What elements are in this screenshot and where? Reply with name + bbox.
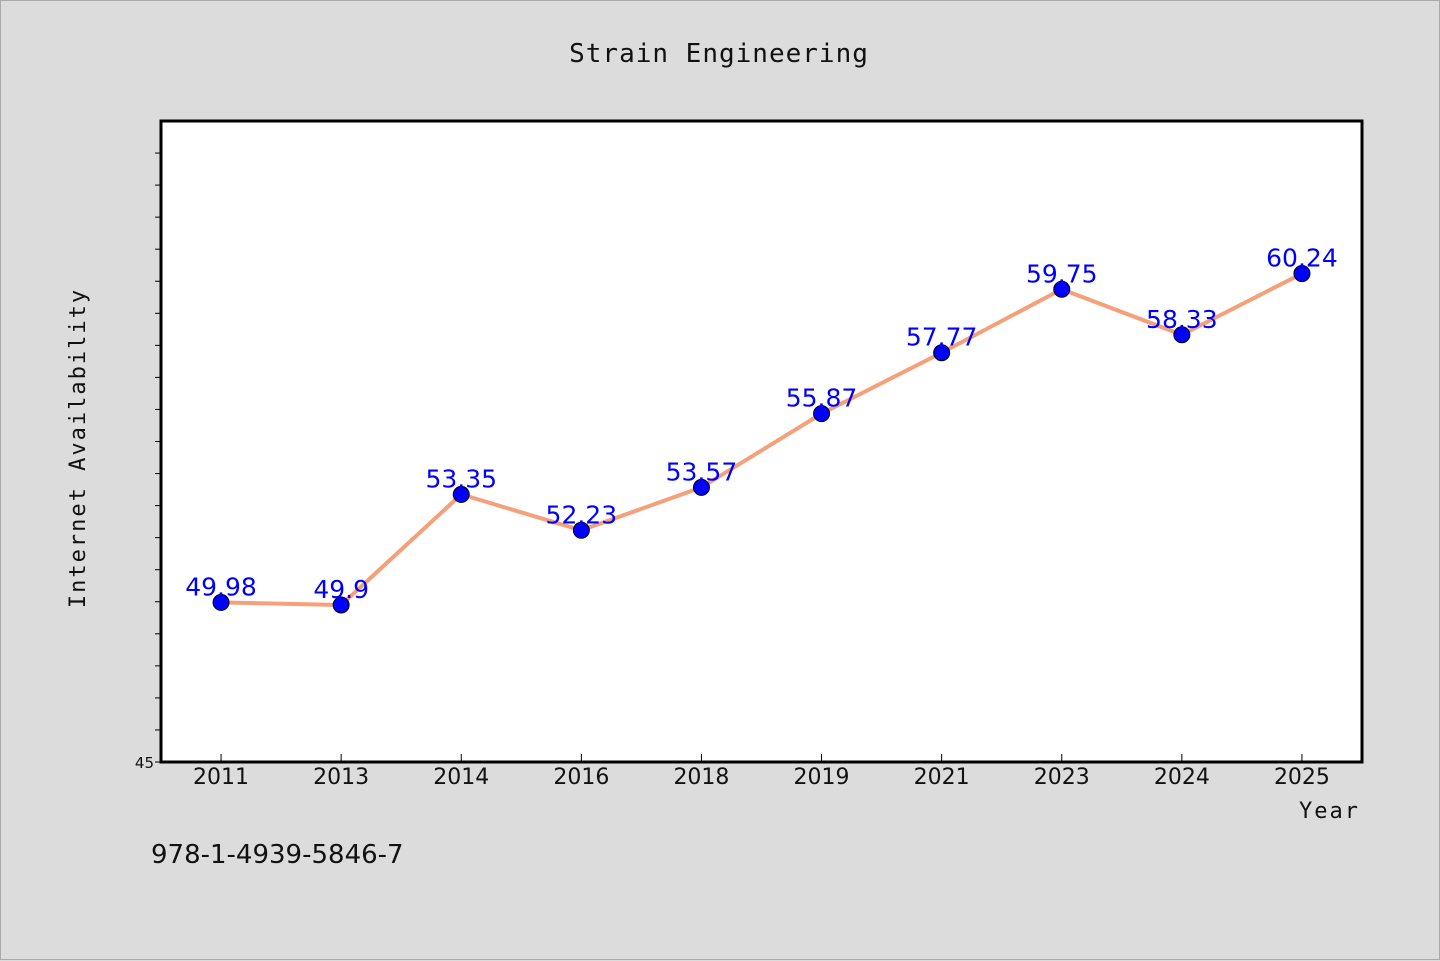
x-tick-label: 2025 bbox=[1274, 765, 1330, 790]
data-label: 55.87 bbox=[786, 384, 858, 413]
data-label: 57.77 bbox=[906, 323, 978, 352]
plot-area bbox=[159, 119, 1364, 764]
data-label: 58.33 bbox=[1146, 305, 1218, 334]
data-point bbox=[452, 485, 470, 503]
chart-title: Strain Engineering bbox=[569, 39, 869, 69]
x-tick-label: 2019 bbox=[794, 765, 850, 790]
data-label: 52.23 bbox=[546, 500, 618, 529]
data-label: 59.75 bbox=[1026, 259, 1098, 288]
data-label: 53.57 bbox=[666, 457, 738, 486]
y-tick-label: 45 bbox=[135, 754, 154, 772]
data-point bbox=[1053, 280, 1071, 298]
x-tick-label: 2014 bbox=[433, 765, 489, 790]
series-line bbox=[219, 271, 1304, 607]
data-label: 53.35 bbox=[425, 464, 497, 493]
data-point bbox=[1173, 326, 1191, 344]
data-label: 60.24 bbox=[1266, 244, 1338, 273]
data-point bbox=[692, 478, 710, 496]
series-markers bbox=[212, 265, 1311, 614]
x-tick-label: 2013 bbox=[313, 765, 369, 790]
data-point bbox=[212, 593, 230, 611]
y-axis-label: Internet Availability bbox=[66, 288, 91, 608]
x-tick-label: 2011 bbox=[193, 765, 249, 790]
x-tick-labels: 2011 2013 2014 2016 2018 2019 2021 2023 2024 2025 bbox=[193, 765, 1330, 790]
data-point bbox=[813, 405, 831, 423]
data-point bbox=[933, 344, 951, 362]
data-point bbox=[332, 596, 350, 614]
y-axis-ticks bbox=[155, 152, 161, 763]
data-point bbox=[572, 521, 590, 539]
x-axis-ticks bbox=[220, 754, 1303, 762]
x-tick-label: 2024 bbox=[1154, 765, 1210, 790]
data-point bbox=[1293, 265, 1311, 283]
series-line-group bbox=[219, 271, 1304, 607]
x-tick-label: 2018 bbox=[673, 765, 729, 790]
footer-identifier: 978-1-4939-5846-7 bbox=[151, 840, 404, 870]
x-axis-label: Year bbox=[1299, 799, 1360, 824]
data-labels: 49.98 49.9 53.35 52.23 53.57 55.87 57.77 59.75 5… bbox=[185, 244, 1337, 604]
x-tick-label: 2023 bbox=[1034, 765, 1090, 790]
data-label: 49.9 bbox=[313, 575, 369, 604]
x-tick-label: 2016 bbox=[553, 765, 609, 790]
data-label: 49.98 bbox=[185, 572, 257, 601]
x-tick-label: 2021 bbox=[914, 765, 970, 790]
